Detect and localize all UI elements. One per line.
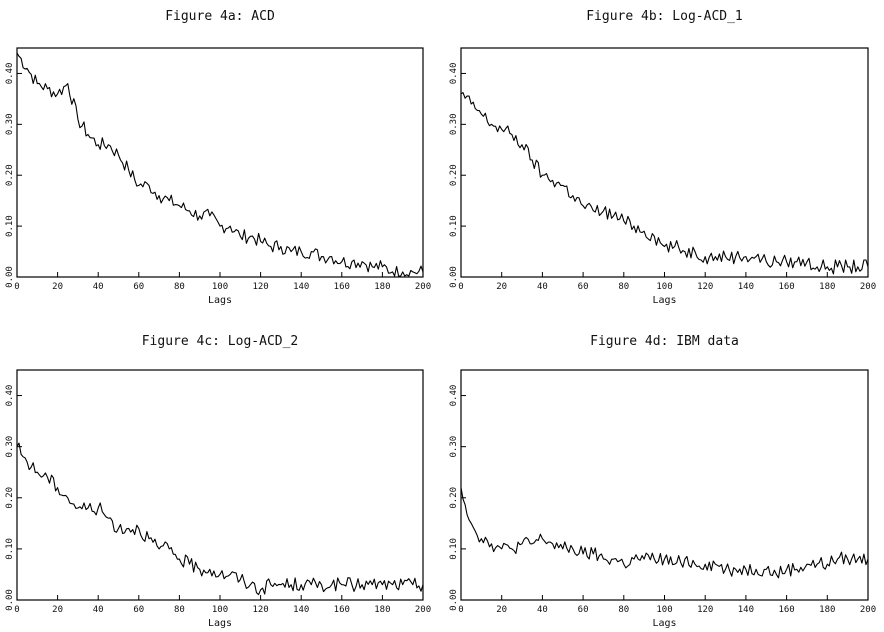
x-tick-label: 40 xyxy=(93,282,104,292)
chart-title: Figure 4b: Log-ACD_1 xyxy=(586,9,743,24)
y-tick-label: 0.00 xyxy=(449,266,459,288)
panel-figure-4d: Figure 4d: IBM data 0 20 40 60 80 100 120 140 16… xyxy=(449,334,876,629)
x-tick-label: 60 xyxy=(133,282,144,292)
x-tick-label: 180 xyxy=(819,282,835,292)
x-tick-label: 100 xyxy=(656,605,672,615)
x-axis-label: Lags xyxy=(652,618,676,629)
y-tick-label: 0.10 xyxy=(449,215,459,237)
x-axis-label: Lags xyxy=(208,618,232,629)
x-tick-label: 200 xyxy=(860,605,876,615)
x-tick-label: 100 xyxy=(212,605,228,615)
series-line-acf xyxy=(16,52,424,277)
x-tick-label: 200 xyxy=(860,282,876,292)
x-tick-label: 160 xyxy=(778,605,794,615)
y-tick-label: 0.00 xyxy=(5,266,15,288)
x-tick-label: 120 xyxy=(697,605,713,615)
series-line-acf xyxy=(460,92,869,275)
x-tick-label: 140 xyxy=(293,605,309,615)
x-tick-label: 180 xyxy=(374,605,390,615)
x-tick-label: 140 xyxy=(738,282,754,292)
x-tick-label: 140 xyxy=(738,605,754,615)
x-tick-label: 0 xyxy=(458,605,463,615)
y-tick-label: 0.40 xyxy=(5,385,15,407)
x-tick-label: 0 xyxy=(14,605,19,615)
x-tick-label: 180 xyxy=(374,282,390,292)
x-tick-label: 60 xyxy=(133,605,144,615)
chart-title: Figure 4a: ACD xyxy=(165,9,275,24)
x-tick-label: 160 xyxy=(334,282,350,292)
y-tick-label: 0.10 xyxy=(5,215,15,237)
x-tick-label: 200 xyxy=(415,282,431,292)
y-tick-label: 0.20 xyxy=(449,164,459,186)
x-axis-label: Lags xyxy=(208,295,232,306)
y-tick-label: 0.30 xyxy=(449,436,459,458)
x-tick-label: 180 xyxy=(819,605,835,615)
x-tick-label: 100 xyxy=(212,282,228,292)
x-tick-label: 0 xyxy=(458,282,463,292)
x-tick-label: 40 xyxy=(537,605,548,615)
panel-figure-4a: Figure 4a: ACD 0 20 40 60 80 100 120 140 160 180 2… xyxy=(5,9,431,306)
y-tick-label: 0.30 xyxy=(449,113,459,135)
y-tick-label: 0.30 xyxy=(5,113,15,135)
y-tick-label: 0.00 xyxy=(449,589,459,611)
x-tick-label: 80 xyxy=(174,282,185,292)
x-tick-label: 20 xyxy=(496,605,507,615)
y-tick-label: 0.20 xyxy=(449,487,459,509)
x-axis-label: Lags xyxy=(652,295,676,306)
plot-frame xyxy=(460,47,869,278)
plot-frame xyxy=(460,369,869,601)
chart-title: Figure 4c: Log-ACD_2 xyxy=(142,334,299,349)
x-tick-label: 0 xyxy=(14,282,19,292)
y-tick-label: 0.40 xyxy=(449,63,459,85)
x-tick-label: 40 xyxy=(537,282,548,292)
series-line-acf xyxy=(460,487,869,579)
x-tick-label: 80 xyxy=(618,605,629,615)
plot-frame xyxy=(16,369,424,601)
y-tick-label: 0.20 xyxy=(5,164,15,186)
x-tick-label: 120 xyxy=(252,605,268,615)
x-tick-label: 20 xyxy=(52,605,63,615)
plot-frame xyxy=(16,47,424,278)
y-tick-label: 0.30 xyxy=(5,436,15,458)
y-tick-label: 0.40 xyxy=(449,385,459,407)
x-tick-label: 20 xyxy=(496,282,507,292)
x-tick-label: 60 xyxy=(578,605,589,615)
y-tick-label: 0.00 xyxy=(5,589,15,611)
series-line-acf xyxy=(16,442,424,596)
x-tick-label: 120 xyxy=(697,282,713,292)
x-tick-label: 80 xyxy=(618,282,629,292)
x-tick-label: 160 xyxy=(778,282,794,292)
y-tick-label: 0.40 xyxy=(5,63,15,85)
x-tick-label: 100 xyxy=(656,282,672,292)
y-tick-label: 0.10 xyxy=(449,538,459,560)
panel-figure-4b: Figure 4b: Log-ACD_1 0 20 40 60 80 100 120 140 1… xyxy=(449,9,876,306)
x-tick-label: 80 xyxy=(174,605,185,615)
panel-figure-4c: Figure 4c: Log-ACD_2 0 20 40 60 80 100 120 140 1… xyxy=(5,334,431,629)
x-tick-label: 40 xyxy=(93,605,104,615)
y-tick-label: 0.20 xyxy=(5,487,15,509)
x-tick-label: 20 xyxy=(52,282,63,292)
x-tick-label: 160 xyxy=(334,605,350,615)
y-tick-label: 0.10 xyxy=(5,538,15,560)
x-tick-label: 60 xyxy=(578,282,589,292)
x-tick-label: 200 xyxy=(415,605,431,615)
x-tick-label: 140 xyxy=(293,282,309,292)
chart-title: Figure 4d: IBM data xyxy=(590,334,739,349)
x-tick-label: 120 xyxy=(252,282,268,292)
